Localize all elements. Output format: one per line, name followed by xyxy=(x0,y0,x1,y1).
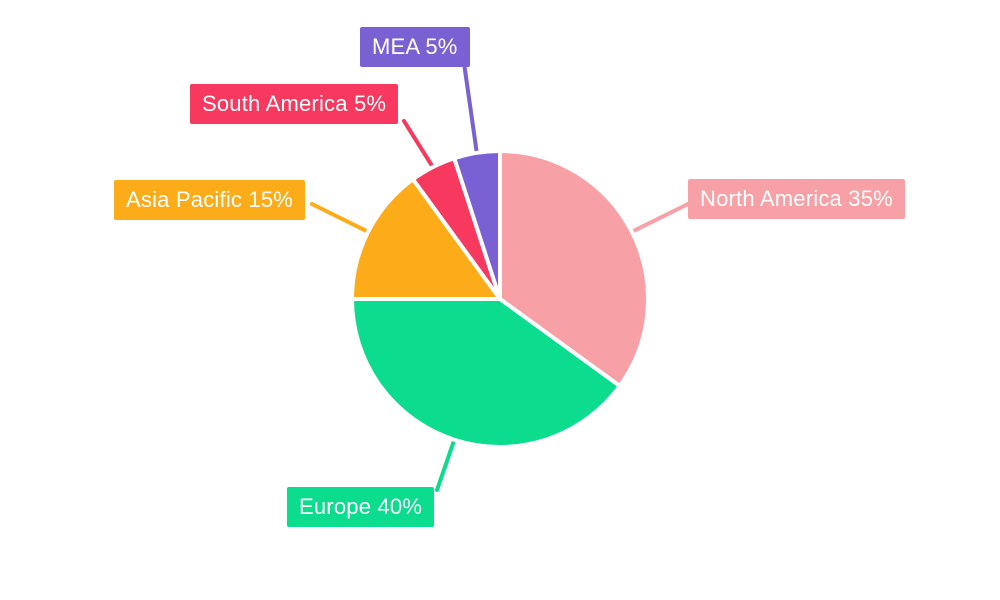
label-asia-pacific: Asia Pacific 15% xyxy=(114,180,306,220)
label-north-america: North America 35% xyxy=(688,179,905,219)
label-south-america: South America 5% xyxy=(190,84,399,124)
leader-line-north-america xyxy=(629,201,692,234)
pie-slice-europe[interactable] xyxy=(350,297,622,449)
label-mea: MEA 5% xyxy=(360,27,470,67)
leader-line-asia-pacific xyxy=(310,202,371,234)
label-europe: Europe 40% xyxy=(287,487,435,527)
leader-line-mea xyxy=(462,61,479,155)
pie-slice-mea[interactable] xyxy=(452,149,502,301)
pie-slice-north-america[interactable] xyxy=(498,149,650,388)
leader-line-south-america xyxy=(402,119,435,170)
pie-slice-asia-pacific[interactable] xyxy=(350,177,502,301)
leader-line-europe xyxy=(435,437,457,492)
